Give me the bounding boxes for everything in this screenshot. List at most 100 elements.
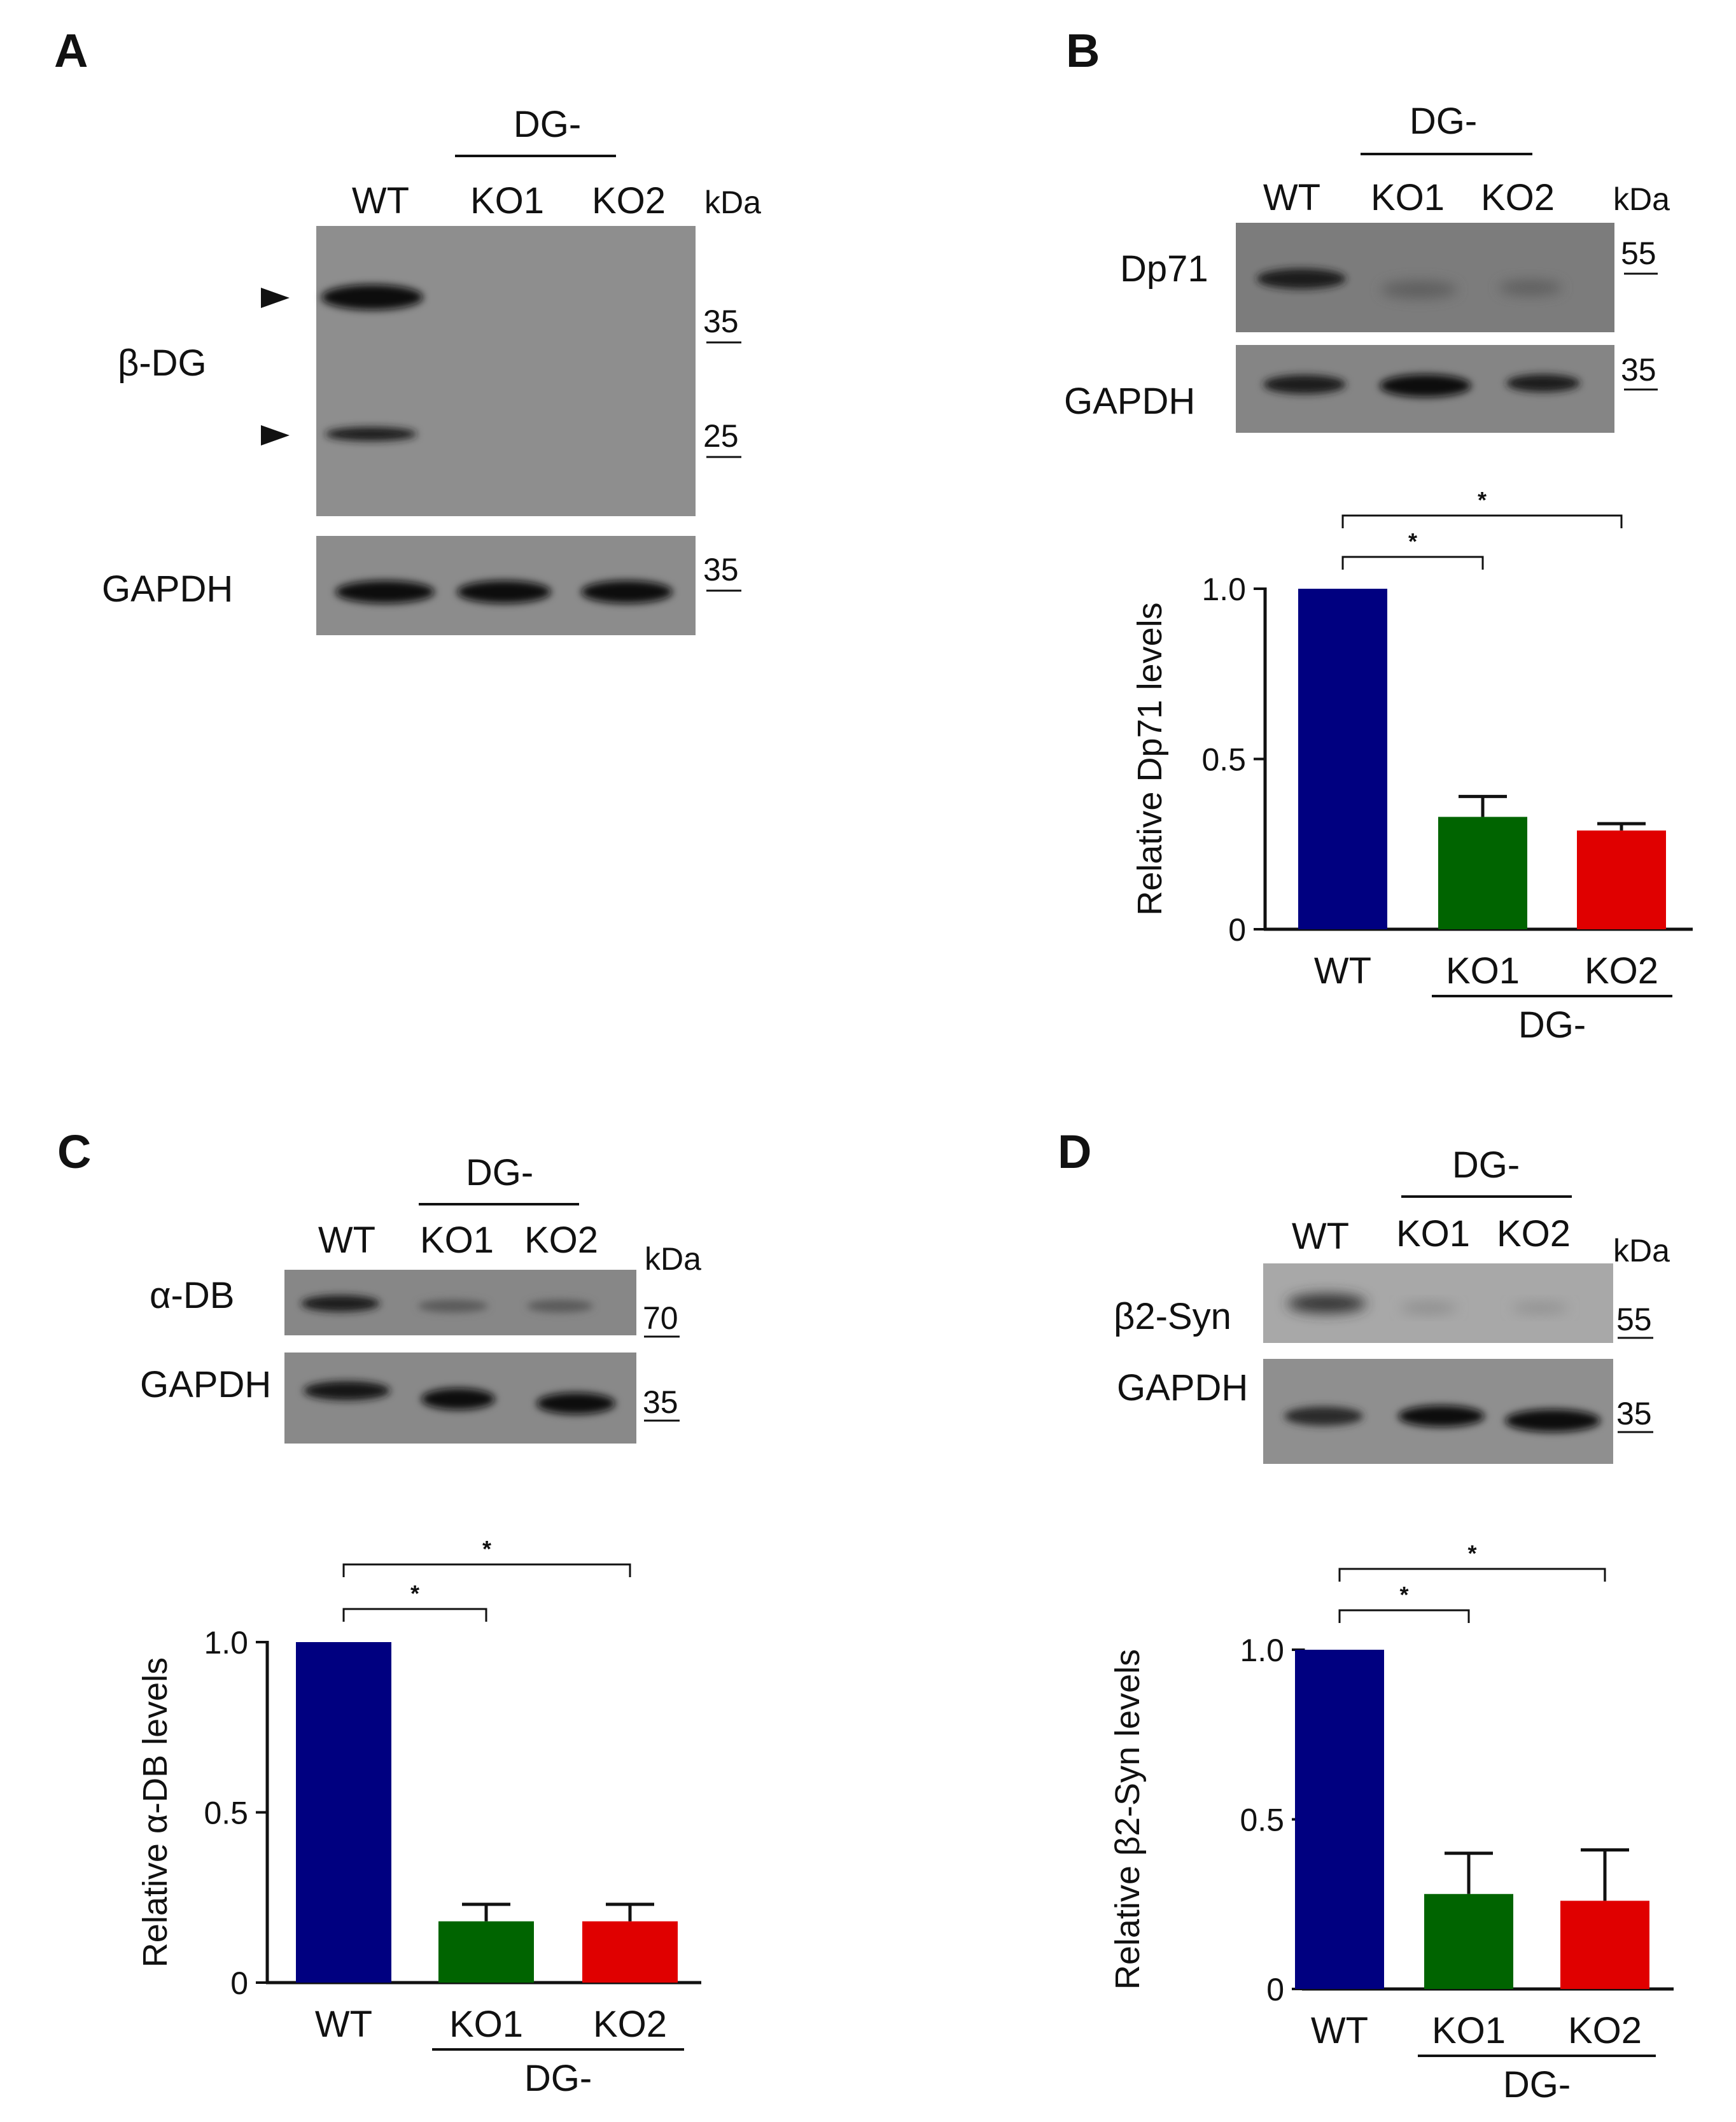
band-gapdh-a-ko1 — [457, 580, 551, 603]
kda-label-a: kDa — [704, 185, 761, 220]
group-label-chart-c: DG- — [524, 2058, 592, 2099]
band-dp71-wt — [1257, 269, 1346, 289]
kda-label-d: kDa — [1613, 1233, 1670, 1268]
group-label-a: DG- — [514, 104, 581, 145]
band-gapdh-c-wt — [304, 1381, 390, 1400]
x-tick-label-ko1-d: KO1 — [1432, 2010, 1506, 2051]
blot-label-gapdh-b: GAPDH — [1064, 381, 1195, 422]
bar-wt-b — [1298, 589, 1387, 929]
x-tick-label-ko1-c: KO1 — [449, 2004, 523, 2045]
significance-star-c: * — [482, 1536, 491, 1562]
x-tick-label-wt-b: WT — [1314, 950, 1371, 992]
panel-letter-a: A — [54, 24, 88, 77]
bar-ko1-c — [438, 1921, 534, 1983]
band-alpha-db-ko2 — [527, 1300, 593, 1312]
x-tick-label-wt-d: WT — [1311, 2010, 1368, 2051]
band-beta2-syn-ko2 — [1511, 1303, 1569, 1313]
y-tick-label-c: 0 — [230, 1965, 248, 2001]
bar-ko2-b — [1577, 830, 1666, 929]
bar-ko1-b — [1438, 817, 1527, 929]
blot-label-gapdh-d: GAPDH — [1117, 1367, 1248, 1409]
y-axis-title-b: Relative Dp71 levels — [1131, 602, 1169, 915]
marker-70-c: 70 — [643, 1300, 678, 1336]
y-tick-label-b: 1.0 — [1201, 572, 1246, 607]
lane-label-wt-d: WT — [1292, 1216, 1349, 1257]
marker-35-a: 35 — [703, 304, 739, 339]
significance-bracket-b — [1341, 514, 1623, 528]
panel-letter-b: B — [1066, 24, 1100, 77]
band-gapdh-b-ko1 — [1380, 374, 1471, 397]
band-alpha-db-wt — [301, 1295, 380, 1312]
blot-label-beta-dg: β-DG — [118, 342, 207, 384]
group-label-c: DG- — [466, 1152, 533, 1193]
bar-wt-d — [1295, 1650, 1384, 1989]
band-gapdh-a-ko2 — [581, 580, 673, 603]
lane-label-ko2-c: KO2 — [524, 1219, 598, 1261]
lane-label-ko2-b: KO2 — [1481, 177, 1555, 218]
significance-star-d: * — [1467, 1540, 1476, 1566]
band-gapdh-b-ko2 — [1506, 374, 1580, 392]
panel-d: D DG- WT KO1 KO2 kDa β2-Syn 55 GAPDH 35 … — [1058, 1125, 1674, 2105]
marker-35-b: 35 — [1621, 352, 1656, 388]
bar-ko2-c — [582, 1921, 678, 1983]
kda-label-c: kDa — [645, 1241, 701, 1277]
lane-label-wt-c: WT — [318, 1219, 375, 1261]
significance-bracket-d — [1338, 1568, 1606, 1582]
marker-25-a: 25 — [703, 418, 739, 454]
significance-star-b: * — [1478, 487, 1487, 513]
marker-35-c: 35 — [643, 1384, 678, 1420]
y-tick-label-b: 0.5 — [1201, 742, 1246, 778]
y-tick-label-d: 0 — [1266, 1972, 1284, 2007]
marker-35-a-gapdh: 35 — [703, 552, 739, 587]
band-gapdh-a-wt — [335, 580, 435, 603]
significance-star-c: * — [410, 1580, 419, 1606]
x-tick-label-ko2-c: KO2 — [593, 2004, 667, 2045]
lane-label-ko1-c: KO1 — [420, 1219, 494, 1261]
blot-label-beta2-syn: β2-Syn — [1114, 1296, 1231, 1337]
band-beta2-syn-ko1 — [1400, 1303, 1457, 1313]
significance-star-b: * — [1408, 528, 1417, 554]
y-axis-title-c: Relative α-DB levels — [136, 1657, 174, 1967]
y-tick-label-c: 0.5 — [204, 1795, 248, 1831]
blot-label-gapdh-c: GAPDH — [140, 1364, 271, 1405]
band-gapdh-d-ko2 — [1505, 1409, 1600, 1432]
bar-chart-b: 0 0.5 1.0 Relative Dp71 levels WT KO1 KO2 DG- * * — [1131, 487, 1693, 1046]
band-gapdh-d-ko1 — [1398, 1405, 1485, 1427]
panel-b: B DG- WT KO1 KO2 kDa Dp71 55 GAPDH 35 00… — [1064, 24, 1693, 1046]
blot-label-alpha-db: α-DB — [150, 1275, 234, 1316]
band-gapdh-b-wt — [1263, 375, 1346, 394]
bar-ko1-d — [1424, 1894, 1513, 1989]
blot-beta-dg — [316, 226, 696, 516]
group-label-chart-b: DG- — [1518, 1004, 1586, 1046]
y-tick-label-c: 1.0 — [204, 1625, 248, 1661]
bar-chart-d: 0 0.5 1.0 Relative β2-Syn levels WT KO1 KO2 DG-… — [1109, 1540, 1674, 2105]
lane-label-ko1-d: KO1 — [1396, 1213, 1470, 1254]
x-tick-label-ko2-b: KO2 — [1585, 950, 1658, 992]
panel-letter-c: C — [57, 1125, 91, 1178]
band-alpha-db-ko1 — [418, 1300, 488, 1312]
band-beta2-syn-wt — [1287, 1294, 1366, 1313]
y-axis-title-d: Relative β2-Syn levels — [1109, 1649, 1147, 1990]
lane-label-ko1-a: KO1 — [470, 180, 544, 221]
panel-a: A DG- WT KO1 KO2 kDa β-DG 35 25 GAPDH 35 — [54, 24, 761, 635]
group-label-d: DG- — [1452, 1144, 1520, 1186]
significance-bracket-c — [342, 1608, 487, 1622]
band-gapdh-c-ko2 — [536, 1393, 615, 1414]
lane-label-wt-b: WT — [1263, 177, 1320, 218]
band-dp71-ko1 — [1381, 281, 1457, 299]
x-tick-label-wt-c: WT — [315, 2004, 372, 2045]
x-tick-label-ko2-d: KO2 — [1568, 2010, 1642, 2051]
group-label-chart-d: DG- — [1503, 2064, 1571, 2105]
significance-bracket-c — [342, 1563, 631, 1577]
lane-label-ko2-d: KO2 — [1497, 1213, 1571, 1254]
significance-star-d: * — [1399, 1582, 1408, 1608]
band-dp71-ko2 — [1499, 280, 1562, 295]
significance-bracket-b — [1341, 556, 1484, 570]
arrow-icon-upper — [261, 288, 290, 308]
group-label-b: DG- — [1410, 101, 1477, 142]
band-beta-dg-wt-upper — [321, 285, 423, 310]
band-gapdh-d-wt — [1284, 1407, 1363, 1426]
